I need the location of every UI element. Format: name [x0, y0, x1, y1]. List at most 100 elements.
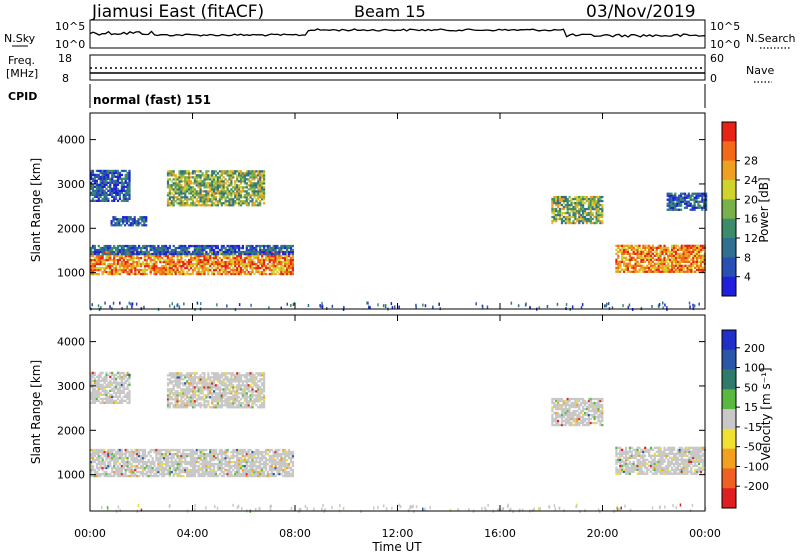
power-cell — [551, 221, 554, 225]
velocity-cell — [236, 470, 239, 474]
power-cell — [672, 200, 675, 203]
power-cell — [266, 244, 269, 248]
power-cell — [257, 186, 260, 189]
power-cell — [178, 198, 181, 201]
velocity-cell — [178, 460, 181, 464]
velocity-cell — [189, 460, 193, 464]
power-cell — [143, 246, 146, 250]
power-cell — [572, 211, 575, 215]
cpid-label: CPID — [8, 90, 37, 103]
power-cell — [599, 195, 602, 199]
velocity-cell — [130, 468, 133, 472]
velocity-cell — [103, 464, 106, 468]
velocity-cell — [286, 474, 289, 478]
power-cell — [105, 244, 108, 248]
power-cell — [255, 190, 258, 193]
power-cell — [122, 216, 125, 219]
power-cell — [619, 266, 622, 269]
power-cell — [101, 185, 104, 188]
power-cell — [170, 184, 173, 187]
power-cell — [655, 248, 658, 251]
power-cell — [582, 219, 585, 223]
power-speckle — [171, 302, 173, 306]
velocity-cell — [211, 464, 214, 468]
power-cell — [103, 258, 106, 262]
power-cell — [203, 268, 206, 272]
power-cell — [551, 211, 554, 215]
power-cell — [126, 270, 129, 274]
power-cell — [211, 196, 214, 199]
power-cell — [197, 258, 200, 262]
velocity-cell — [113, 377, 116, 380]
power-cell — [128, 268, 131, 272]
velocity-cell — [113, 474, 116, 478]
power-cell — [634, 248, 637, 251]
power-cell — [209, 182, 212, 185]
velocity-cell — [120, 391, 123, 394]
power-cell — [101, 187, 104, 190]
power-cell — [178, 250, 181, 254]
power-cell — [209, 244, 212, 248]
power-cell — [276, 250, 279, 254]
power-cell — [115, 264, 118, 268]
velocity-cell — [197, 460, 200, 464]
velocity-cell — [189, 452, 193, 456]
power-cell — [109, 252, 112, 256]
velocity-cell — [176, 448, 179, 452]
power-cell — [207, 260, 210, 264]
power-cell — [201, 180, 204, 183]
velocity-cell — [124, 393, 127, 396]
power-cell — [695, 192, 698, 195]
power-cell — [234, 270, 237, 274]
power-cell — [642, 250, 645, 253]
power-cell — [199, 248, 202, 252]
power-cell — [634, 260, 637, 263]
power-cell — [288, 244, 291, 248]
power-cell — [680, 204, 683, 207]
power-cell — [134, 250, 137, 254]
power-cell — [159, 272, 162, 276]
power-cell — [101, 270, 104, 274]
velocity-cell — [122, 395, 125, 398]
power-speckle — [91, 303, 93, 307]
velocity-cell — [199, 456, 202, 460]
velocity-cell — [101, 377, 104, 380]
power-cell — [278, 256, 281, 260]
velocity-cell — [222, 458, 225, 462]
power-cell — [126, 260, 129, 264]
power-cell — [172, 264, 175, 268]
power-cell — [207, 200, 210, 203]
velocity-cell — [159, 460, 162, 464]
velocity-cell — [188, 462, 191, 466]
velocity-cell — [239, 460, 243, 464]
velocity-cell — [101, 387, 104, 390]
velocity-cell — [141, 468, 145, 472]
power-cell — [107, 246, 110, 250]
power-cell — [199, 244, 202, 248]
velocity-cell — [178, 468, 181, 472]
power-cell — [623, 246, 626, 249]
velocity-cell — [95, 397, 98, 400]
power-cell — [195, 198, 198, 201]
power-cell — [243, 174, 246, 177]
power-cell — [266, 252, 269, 256]
velocity-cell — [245, 454, 248, 458]
nsky-frame — [89, 19, 706, 49]
velocity-cell — [286, 464, 289, 468]
velocity-cell — [220, 454, 223, 458]
power-cell — [113, 244, 116, 248]
velocity-cell — [113, 391, 116, 394]
power-cell — [109, 171, 112, 175]
power-cell — [203, 200, 206, 203]
power-cell — [245, 262, 248, 266]
velocity-cell — [90, 470, 93, 474]
power-cell — [213, 198, 216, 201]
power-cell — [136, 250, 139, 254]
power-cell — [578, 213, 581, 217]
power-cell — [241, 268, 244, 272]
power-cell — [239, 258, 243, 262]
power-cell — [138, 244, 141, 248]
velocity-cell — [116, 474, 120, 478]
power-cell — [568, 219, 571, 223]
power-cell — [253, 250, 256, 254]
